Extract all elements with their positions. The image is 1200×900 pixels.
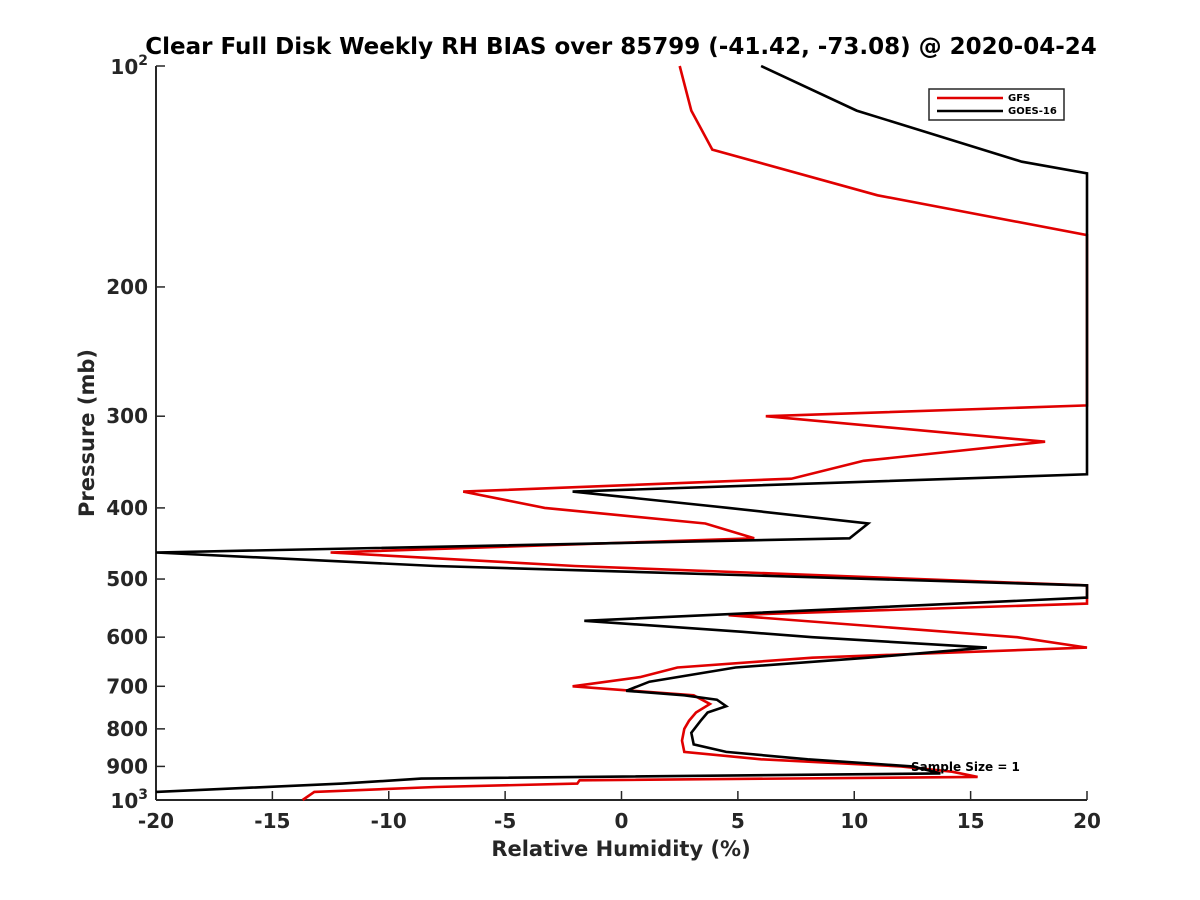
- x-tick-label: -10: [371, 809, 407, 833]
- y-tick-label: 200: [106, 275, 148, 299]
- x-tick-label: -20: [138, 809, 174, 833]
- data-series: [155, 64, 1089, 802]
- sample-size-annotation: Sample Size = 1: [911, 760, 1020, 774]
- x-axis-label: Relative Humidity (%): [491, 837, 750, 861]
- x-tick-label: 0: [615, 809, 629, 833]
- series-line-gfs: [301, 65, 1089, 802]
- y-tick-exponent: 2: [138, 53, 148, 69]
- y-tick-label: 102: [110, 53, 148, 79]
- x-tick-label: -15: [254, 809, 290, 833]
- y-tick-label: 900: [106, 754, 148, 778]
- x-tick-label: 20: [1073, 809, 1101, 833]
- legend-box: [928, 88, 1065, 121]
- x-tick-label: -5: [494, 809, 516, 833]
- y-tick-label: 400: [106, 496, 148, 520]
- y-tick-label: 500: [106, 567, 148, 591]
- y-tick-base: 10: [110, 789, 138, 813]
- y-tick-label: 800: [106, 717, 148, 741]
- x-tick-label: 10: [840, 809, 868, 833]
- y-tick-label: 600: [106, 625, 148, 649]
- y-tick-label: 103: [110, 787, 148, 813]
- series-line-goes16: [155, 64, 1089, 794]
- y-tick-base: 10: [110, 55, 138, 79]
- legend-label-gfs: GFS: [1008, 93, 1030, 104]
- chart-title: Clear Full Disk Weekly RH BIAS over 8579…: [145, 34, 1097, 60]
- x-ticks: -20 -15 -10 -5 0 5 10 15 20: [138, 791, 1101, 833]
- y-axis-label: Pressure (mb): [75, 349, 99, 517]
- x-tick-label: 15: [957, 809, 985, 833]
- y-tick-label: 300: [106, 404, 148, 428]
- x-tick-label: 5: [731, 809, 745, 833]
- legend: GFS GOES-16: [928, 88, 1065, 121]
- y-tick-exponent: 3: [138, 787, 148, 803]
- legend-label-goes16: GOES-16: [1008, 106, 1057, 117]
- y-tick-label: 700: [106, 674, 148, 698]
